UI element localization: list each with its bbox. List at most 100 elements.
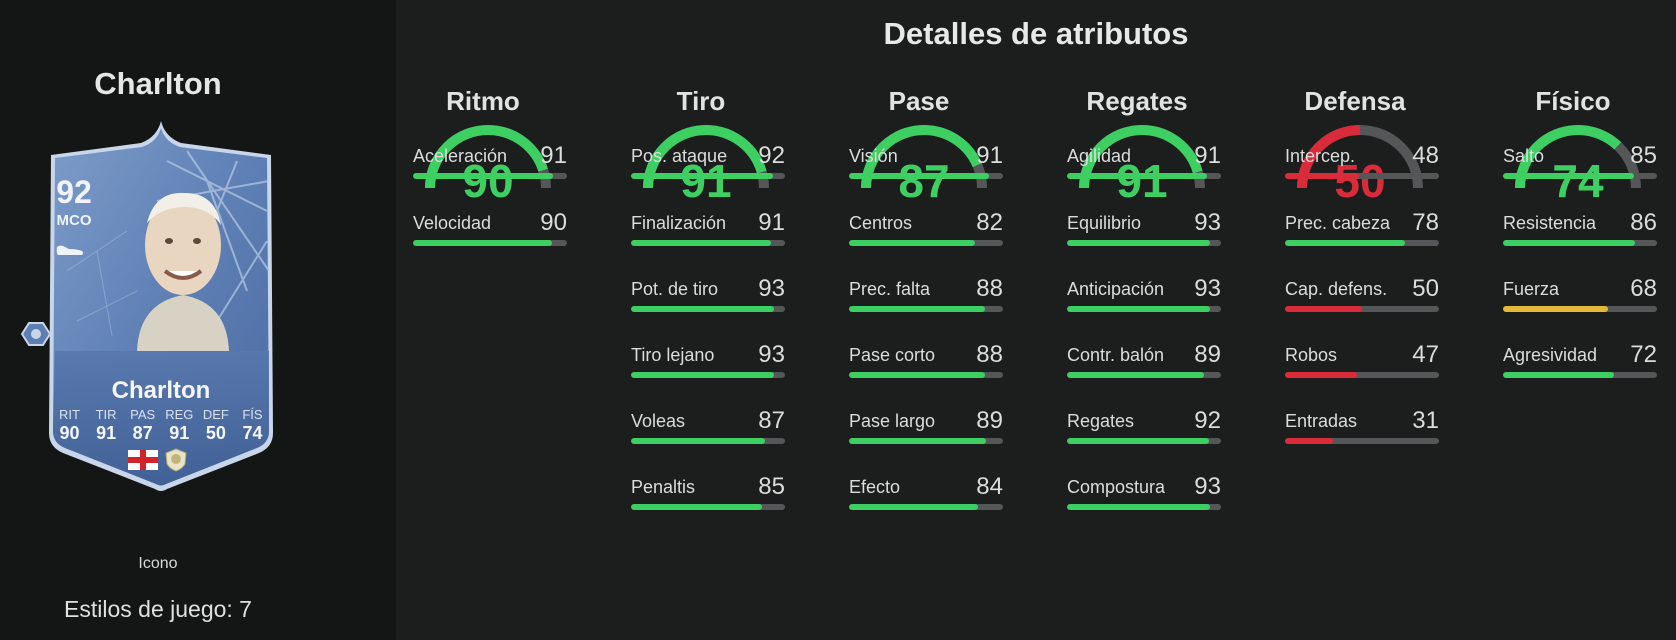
card-player-name: Charlton	[111, 377, 211, 404]
attribute-row[interactable]: Prec. falta 88	[849, 275, 1003, 329]
attribute-bar	[1503, 306, 1657, 312]
attribute-value: 84	[976, 473, 1003, 500]
attribute-bar-fill	[631, 504, 762, 510]
attribute-bar-fill	[1067, 438, 1209, 444]
attribute-row[interactable]: Agilidad 91	[1067, 142, 1221, 196]
attribute-row[interactable]: Visión 91	[849, 142, 1003, 196]
attribute-row[interactable]: Equilibrio 93	[1067, 209, 1221, 263]
attribute-label: Contr. balón	[1067, 345, 1165, 365]
attribute-label: Pase corto	[849, 345, 936, 365]
attribute-bar	[1503, 240, 1657, 246]
category-rating: 74	[1552, 155, 1604, 207]
attribute-bar	[413, 240, 567, 246]
attribute-bar-fill	[849, 438, 987, 444]
attribute-row[interactable]: Compostura 93	[1067, 473, 1221, 527]
attribute-row[interactable]: Pase corto 88	[849, 341, 1003, 395]
attribute-value: 85	[758, 473, 785, 500]
attribute-bar	[1067, 372, 1221, 378]
card-stat-value: 87	[132, 423, 153, 443]
attribute-row[interactable]: Intercep. 48	[1285, 142, 1439, 196]
attribute-label: Aceleración	[413, 146, 508, 166]
card-stat-value: 91	[96, 423, 117, 443]
attribute-label: Prec. falta	[849, 279, 931, 299]
attribute-bar	[631, 306, 785, 312]
attribute-bar-fill	[849, 504, 979, 510]
attribute-row[interactable]: Entradas 31	[1285, 407, 1439, 461]
attribute-row[interactable]: Pot. de tiro 93	[631, 275, 785, 329]
attribute-value: 92	[758, 142, 785, 169]
attribute-value: 78	[1412, 209, 1439, 236]
attribute-row[interactable]: Aceleración 91	[413, 142, 567, 196]
attribute-label: Agilidad	[1067, 146, 1132, 166]
attribute-bar	[1285, 372, 1439, 378]
card-type-label: Icono	[138, 555, 178, 572]
attribute-bar-fill	[1067, 240, 1211, 246]
player-name: Charlton	[94, 66, 222, 101]
card-stat-value: 74	[242, 423, 263, 443]
attribute-value: 50	[1412, 275, 1439, 302]
attribute-row[interactable]: Penaltis 85	[631, 473, 785, 527]
attribute-row[interactable]: Pase largo 89	[849, 407, 1003, 461]
attribute-row[interactable]: Cap. defens. 50	[1285, 275, 1439, 329]
attribute-value: 85	[1630, 142, 1657, 169]
attribute-row[interactable]: Salto 85	[1503, 142, 1657, 196]
card-stat-label: DEF	[202, 407, 229, 422]
attribute-bar	[1067, 240, 1221, 246]
attribute-row[interactable]: Voleas 87	[631, 407, 785, 461]
attribute-value: 93	[1194, 275, 1221, 302]
card-stat-value: 90	[59, 423, 80, 443]
attribute-row[interactable]: Agresividad 72	[1503, 341, 1657, 395]
attribute-bar	[631, 504, 785, 510]
attribute-label: Intercep.	[1285, 146, 1356, 166]
attribute-row[interactable]: Tiro lejano 93	[631, 341, 785, 395]
playstyles-count[interactable]: Estilos de juego: 7	[64, 596, 252, 622]
icon-badge-icon	[165, 448, 187, 472]
category-gauge	[1515, 125, 1641, 189]
shield-icon	[21, 322, 51, 346]
category-gauge	[1297, 125, 1423, 189]
attribute-row[interactable]: Anticipación 93	[1067, 275, 1221, 329]
attribute-row[interactable]: Centros 82	[849, 209, 1003, 263]
gauge-fill	[1079, 125, 1205, 189]
attribute-label: Agresividad	[1503, 345, 1598, 365]
attribute-value: 93	[1194, 209, 1221, 236]
attribute-row[interactable]: Finalización 91	[631, 209, 785, 263]
attribute-row[interactable]: Robos 47	[1285, 341, 1439, 395]
attribute-row[interactable]: Prec. cabeza 78	[1285, 209, 1439, 263]
attribute-bar-fill	[1285, 306, 1362, 312]
attribute-row[interactable]: Resistencia 86	[1503, 209, 1657, 263]
attribute-bar	[849, 240, 1003, 246]
attribute-value: 86	[1630, 209, 1657, 236]
gauge-fill	[425, 125, 551, 189]
attribute-bar-fill	[849, 240, 976, 246]
attribute-label: Cap. defens.	[1285, 279, 1388, 299]
attribute-bar	[1503, 173, 1657, 179]
attribute-row[interactable]: Efecto 84	[849, 473, 1003, 527]
attribute-value: 88	[976, 275, 1003, 302]
attribute-bar-fill	[1067, 173, 1208, 179]
attribute-value: 91	[976, 142, 1003, 169]
attribute-value: 91	[540, 142, 567, 169]
attribute-row[interactable]: Regates 92	[1067, 407, 1221, 461]
attribute-bar	[631, 438, 785, 444]
gauge-fill	[1297, 125, 1423, 189]
attribute-label: Penaltis	[631, 477, 696, 497]
attribute-label: Centros	[849, 213, 913, 233]
category-rating: 50	[1334, 155, 1386, 207]
attribute-bar-fill	[1285, 240, 1406, 246]
attribute-bar	[1285, 438, 1439, 444]
attribute-row[interactable]: Pos. ataque 92	[631, 142, 785, 196]
attribute-row[interactable]: Contr. balón 89	[1067, 341, 1221, 395]
card-stat: REG 91	[163, 407, 196, 444]
gauge-fill	[1515, 125, 1641, 189]
attribute-value: 93	[758, 275, 785, 302]
attribute-bar-fill	[849, 372, 985, 378]
attribute-value: 91	[758, 209, 785, 236]
attribute-row[interactable]: Velocidad 90	[413, 209, 567, 263]
attribute-value: 87	[758, 407, 785, 434]
attribute-row[interactable]: Fuerza 68	[1503, 275, 1657, 329]
attribute-value: 91	[1194, 142, 1221, 169]
attribute-label: Fuerza	[1503, 279, 1560, 299]
player-card[interactable]: 92 MCO Charlton RIT 90 TIR 91 PAS 87 REG 91 …	[21, 121, 285, 497]
category-rating: 87	[898, 155, 950, 207]
